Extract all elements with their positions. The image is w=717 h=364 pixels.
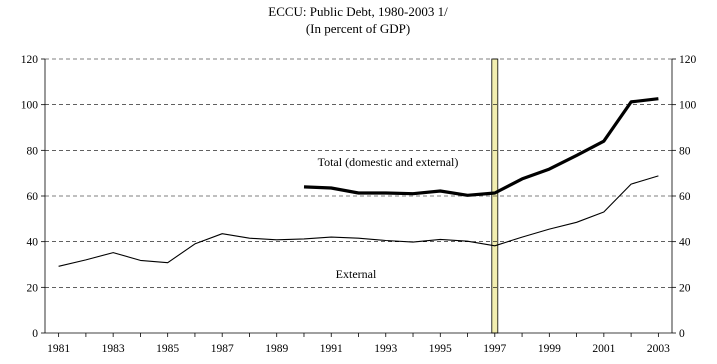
series-line-total	[303, 97, 659, 197]
x-tick-label-1987: 1987	[211, 343, 234, 355]
x-tick-label-1999: 1999	[538, 343, 561, 355]
x-tick-label-2003: 2003	[647, 343, 670, 355]
x-tick-label-1989: 1989	[265, 343, 288, 355]
y-tick-label-right-60: 60	[679, 191, 691, 203]
y-tick-label-right-100: 100	[679, 100, 697, 112]
y-tick-label-right-40: 40	[679, 237, 691, 249]
x-tick-label-1991: 1991	[320, 343, 343, 355]
x-tick-label-1985: 1985	[156, 343, 179, 355]
x-tick-label-1997: 1997	[483, 343, 506, 355]
y-tick-label-left-20: 20	[27, 282, 39, 294]
grid-layer	[45, 58, 672, 288]
chart-title: ECCU: Public Debt, 1980-2003 1/	[268, 4, 448, 19]
axes-layer: 0 0 20 20 40 40 60 60 80 80 100 100 120 120 1981 1983 19…	[21, 54, 697, 355]
series-label-total: Total (domestic and external)	[318, 155, 459, 169]
y-tick-label-right-0: 0	[679, 328, 685, 340]
y-tick-label-right-20: 20	[679, 282, 691, 294]
y-tick-label-left-80: 80	[27, 145, 39, 157]
x-tick-label-1993: 1993	[374, 343, 397, 355]
series-layer	[58, 97, 659, 267]
y-tick-label-left-120: 120	[21, 54, 39, 66]
y-tick-label-left-0: 0	[32, 328, 38, 340]
y-tick-label-left-40: 40	[27, 237, 39, 249]
y-tick-label-left-100: 100	[21, 100, 39, 112]
y-tick-label-right-80: 80	[679, 145, 691, 157]
x-tick-label-2001: 2001	[592, 343, 615, 355]
chart-subtitle: (In percent of GDP)	[306, 21, 410, 36]
x-tick-label-1981: 1981	[47, 343, 70, 355]
y-tick-label-right-120: 120	[679, 54, 697, 66]
x-tick-label-1995: 1995	[429, 343, 452, 355]
x-tick-label-1983: 1983	[102, 343, 125, 355]
series-line-external	[58, 175, 659, 267]
y-tick-label-left-60: 60	[27, 191, 39, 203]
series-label-external: External	[336, 267, 377, 281]
